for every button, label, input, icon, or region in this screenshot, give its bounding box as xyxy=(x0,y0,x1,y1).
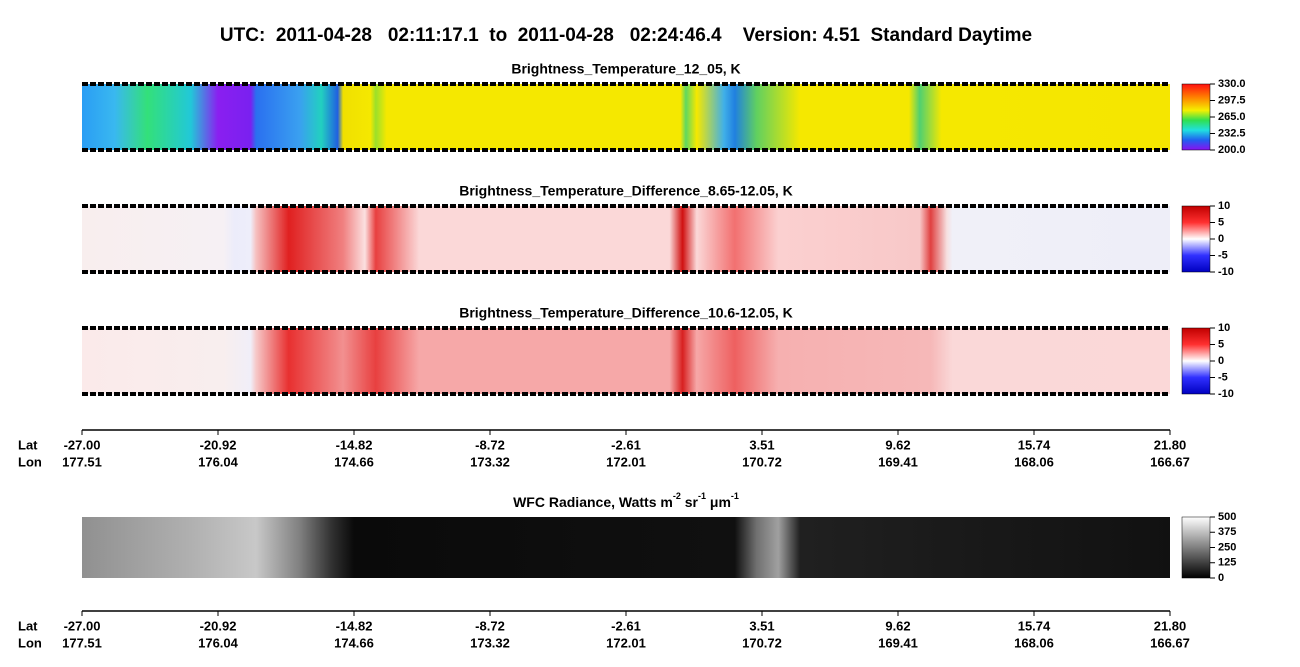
lon-tick-label: 174.66 xyxy=(334,635,374,650)
colorbar-tick-label: 5 xyxy=(1218,216,1224,228)
colorbar-tick-label: 0 xyxy=(1218,355,1224,367)
colorbar-tick-label: -5 xyxy=(1218,249,1228,261)
lat-tick-label: -2.61 xyxy=(611,618,641,633)
lat-tick-label: -8.72 xyxy=(475,437,505,452)
lon-tick-label: 169.41 xyxy=(878,454,918,469)
colorbar-tick-label: 0 xyxy=(1218,233,1224,245)
lon-tick-label: 172.01 xyxy=(606,454,646,469)
lon-tick-label: 170.72 xyxy=(742,454,782,469)
colorbar-tick-label: -5 xyxy=(1218,371,1228,383)
lat-tick-label: 3.51 xyxy=(749,437,774,452)
colorbar-tick-label: 5 xyxy=(1218,338,1224,350)
panel-image xyxy=(82,328,1170,394)
lat-tick-label: -20.92 xyxy=(200,437,237,452)
lat-tick-label: 3.51 xyxy=(749,618,774,633)
title-superscript: -1 xyxy=(731,491,739,501)
colorbar-tick-label: 0 xyxy=(1218,572,1224,584)
lon-tick-label: 173.32 xyxy=(470,635,510,650)
colorbar-tick-label: 265.0 xyxy=(1218,111,1246,123)
title-text: WFC Radiance, Watts m xyxy=(513,494,673,510)
lat-tick-label: 21.80 xyxy=(1154,618,1187,633)
lon-tick-label: 176.04 xyxy=(198,635,239,650)
title-superscript: -2 xyxy=(673,491,681,501)
panel-image xyxy=(82,84,1170,150)
lat-tick-label: -27.00 xyxy=(64,437,101,452)
panel-title: Brightness_Temperature_12_05, K xyxy=(511,61,740,77)
colorbar-tick-label: 10 xyxy=(1218,200,1230,212)
lat-tick-label: -14.82 xyxy=(336,437,373,452)
lon-tick-label: 176.04 xyxy=(198,454,239,469)
lon-tick-label: 166.67 xyxy=(1150,454,1190,469)
lat-tick-label: -2.61 xyxy=(611,437,641,452)
colorbar-tick-label: 125 xyxy=(1218,557,1236,569)
lat-tick-label: 9.62 xyxy=(885,618,910,633)
lat-label: Lat xyxy=(18,437,38,452)
panel-title: Brightness_Temperature_Difference_8.65-1… xyxy=(459,183,793,199)
colorbar xyxy=(1181,327,1211,395)
colorbar xyxy=(1181,516,1211,579)
lon-tick-label: 177.51 xyxy=(62,454,102,469)
lon-tick-label: 170.72 xyxy=(742,635,782,650)
panel-title: WFC Radiance, Watts m-2 sr-1 μm-1 xyxy=(513,491,739,509)
colorbar-tick-label: 10 xyxy=(1218,322,1230,334)
colorbar-tick-label: -10 xyxy=(1218,266,1234,278)
lon-tick-label: 168.06 xyxy=(1014,635,1054,650)
colorbar-tick-label: 330.0 xyxy=(1218,78,1246,90)
colorbar-tick-label: 232.5 xyxy=(1218,127,1246,139)
lon-label: Lon xyxy=(18,635,42,650)
lon-tick-label: 177.51 xyxy=(62,635,102,650)
colorbar xyxy=(1181,205,1211,273)
panel-title: Brightness_Temperature_Difference_10.6-1… xyxy=(459,305,793,321)
title-text: μm xyxy=(706,494,731,510)
colorbar-tick-label: 500 xyxy=(1218,511,1236,523)
lat-tick-label: -27.00 xyxy=(64,618,101,633)
lon-tick-label: 168.06 xyxy=(1014,454,1054,469)
lat-tick-label: 21.80 xyxy=(1154,437,1187,452)
lat-tick-label: -8.72 xyxy=(475,618,505,633)
colorbar-tick-label: 250 xyxy=(1218,541,1236,553)
lat-tick-label: 15.74 xyxy=(1018,437,1051,452)
colorbar-tick-label: 297.5 xyxy=(1218,94,1246,106)
lon-tick-label: 166.67 xyxy=(1150,635,1190,650)
lat-tick-label: -20.92 xyxy=(200,618,237,633)
colorbar-tick-label: -10 xyxy=(1218,388,1234,400)
lon-tick-label: 174.66 xyxy=(334,454,374,469)
colorbar-tick-label: 375 xyxy=(1218,526,1236,538)
page-title: UTC: 2011-04-28 02:11:17.1 to 2011-04-28… xyxy=(220,25,1032,46)
lon-tick-label: 172.01 xyxy=(606,635,646,650)
panel-image xyxy=(82,206,1170,272)
lon-tick-label: 169.41 xyxy=(878,635,918,650)
panel-image xyxy=(82,517,1170,578)
lat-tick-label: 15.74 xyxy=(1018,618,1051,633)
lat-tick-label: -14.82 xyxy=(336,618,373,633)
colorbar-tick-label: 200.0 xyxy=(1218,144,1246,156)
colorbar xyxy=(1181,83,1211,151)
lat-label: Lat xyxy=(18,618,38,633)
lon-tick-label: 173.32 xyxy=(470,454,510,469)
lat-tick-label: 9.62 xyxy=(885,437,910,452)
title-text: sr xyxy=(681,494,699,510)
title-superscript: -1 xyxy=(698,491,706,501)
lon-label: Lon xyxy=(18,454,42,469)
